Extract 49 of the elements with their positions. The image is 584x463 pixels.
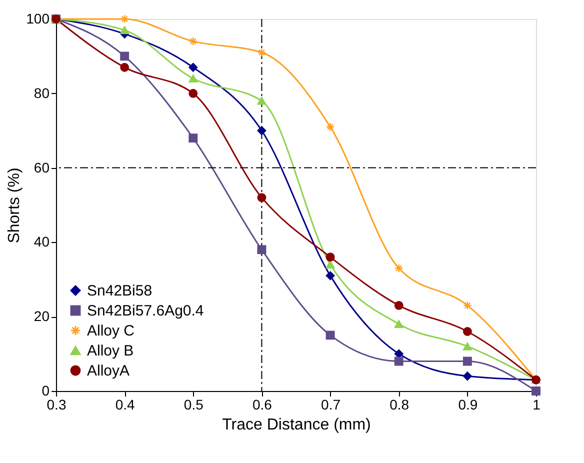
point [188,88,198,98]
point [120,52,130,61]
point [394,356,404,366]
legend-label: Alloy C [87,322,135,340]
point [257,48,266,57]
y-tick-label: 80 [34,84,50,101]
legend-label: Sn42Bi58 [87,282,152,300]
point [188,36,198,46]
point [462,372,472,381]
x-tick-label: 0.4 [115,396,136,412]
point [257,96,266,105]
point [120,14,130,24]
point [188,74,198,82]
x-tick-label: 0.5 [184,396,204,412]
y-tick-label: 0 [42,382,50,398]
point [394,300,404,310]
point [120,26,130,34]
y-tick-label: 20 [34,308,50,324]
point [326,252,335,262]
point [462,342,472,350]
point [120,62,130,72]
point [188,134,198,143]
y-tick-label: 100 [26,10,50,26]
x-tick-label: 0.8 [390,396,410,412]
x-tick-label: 1 [532,396,541,412]
y-tick-label: 40 [34,234,50,250]
x-tick-label: 0.6 [252,396,272,412]
point [257,245,266,254]
point [257,126,266,136]
x-tick-label: 0.3 [46,396,66,412]
point [462,356,472,366]
point [326,260,335,268]
legend-label: AlloyA [87,362,130,380]
y-tick-label: 60 [34,159,50,176]
legend-label: Sn42Bi57.6Ag0.4 [87,302,204,320]
point [394,320,404,328]
x-tick-label: 0.7 [321,396,341,412]
y-axis-title: Shorts (%) [6,168,24,244]
point [394,264,404,273]
point [462,327,472,336]
x-axis-title: Trace Distance (mm) [222,416,371,434]
x-tick-label: 0.9 [458,396,478,412]
point [326,330,335,340]
legend-label: Alloy B [87,342,134,360]
point [462,300,472,310]
point [188,62,198,72]
point [326,271,335,280]
point [257,193,266,202]
point [326,122,335,132]
